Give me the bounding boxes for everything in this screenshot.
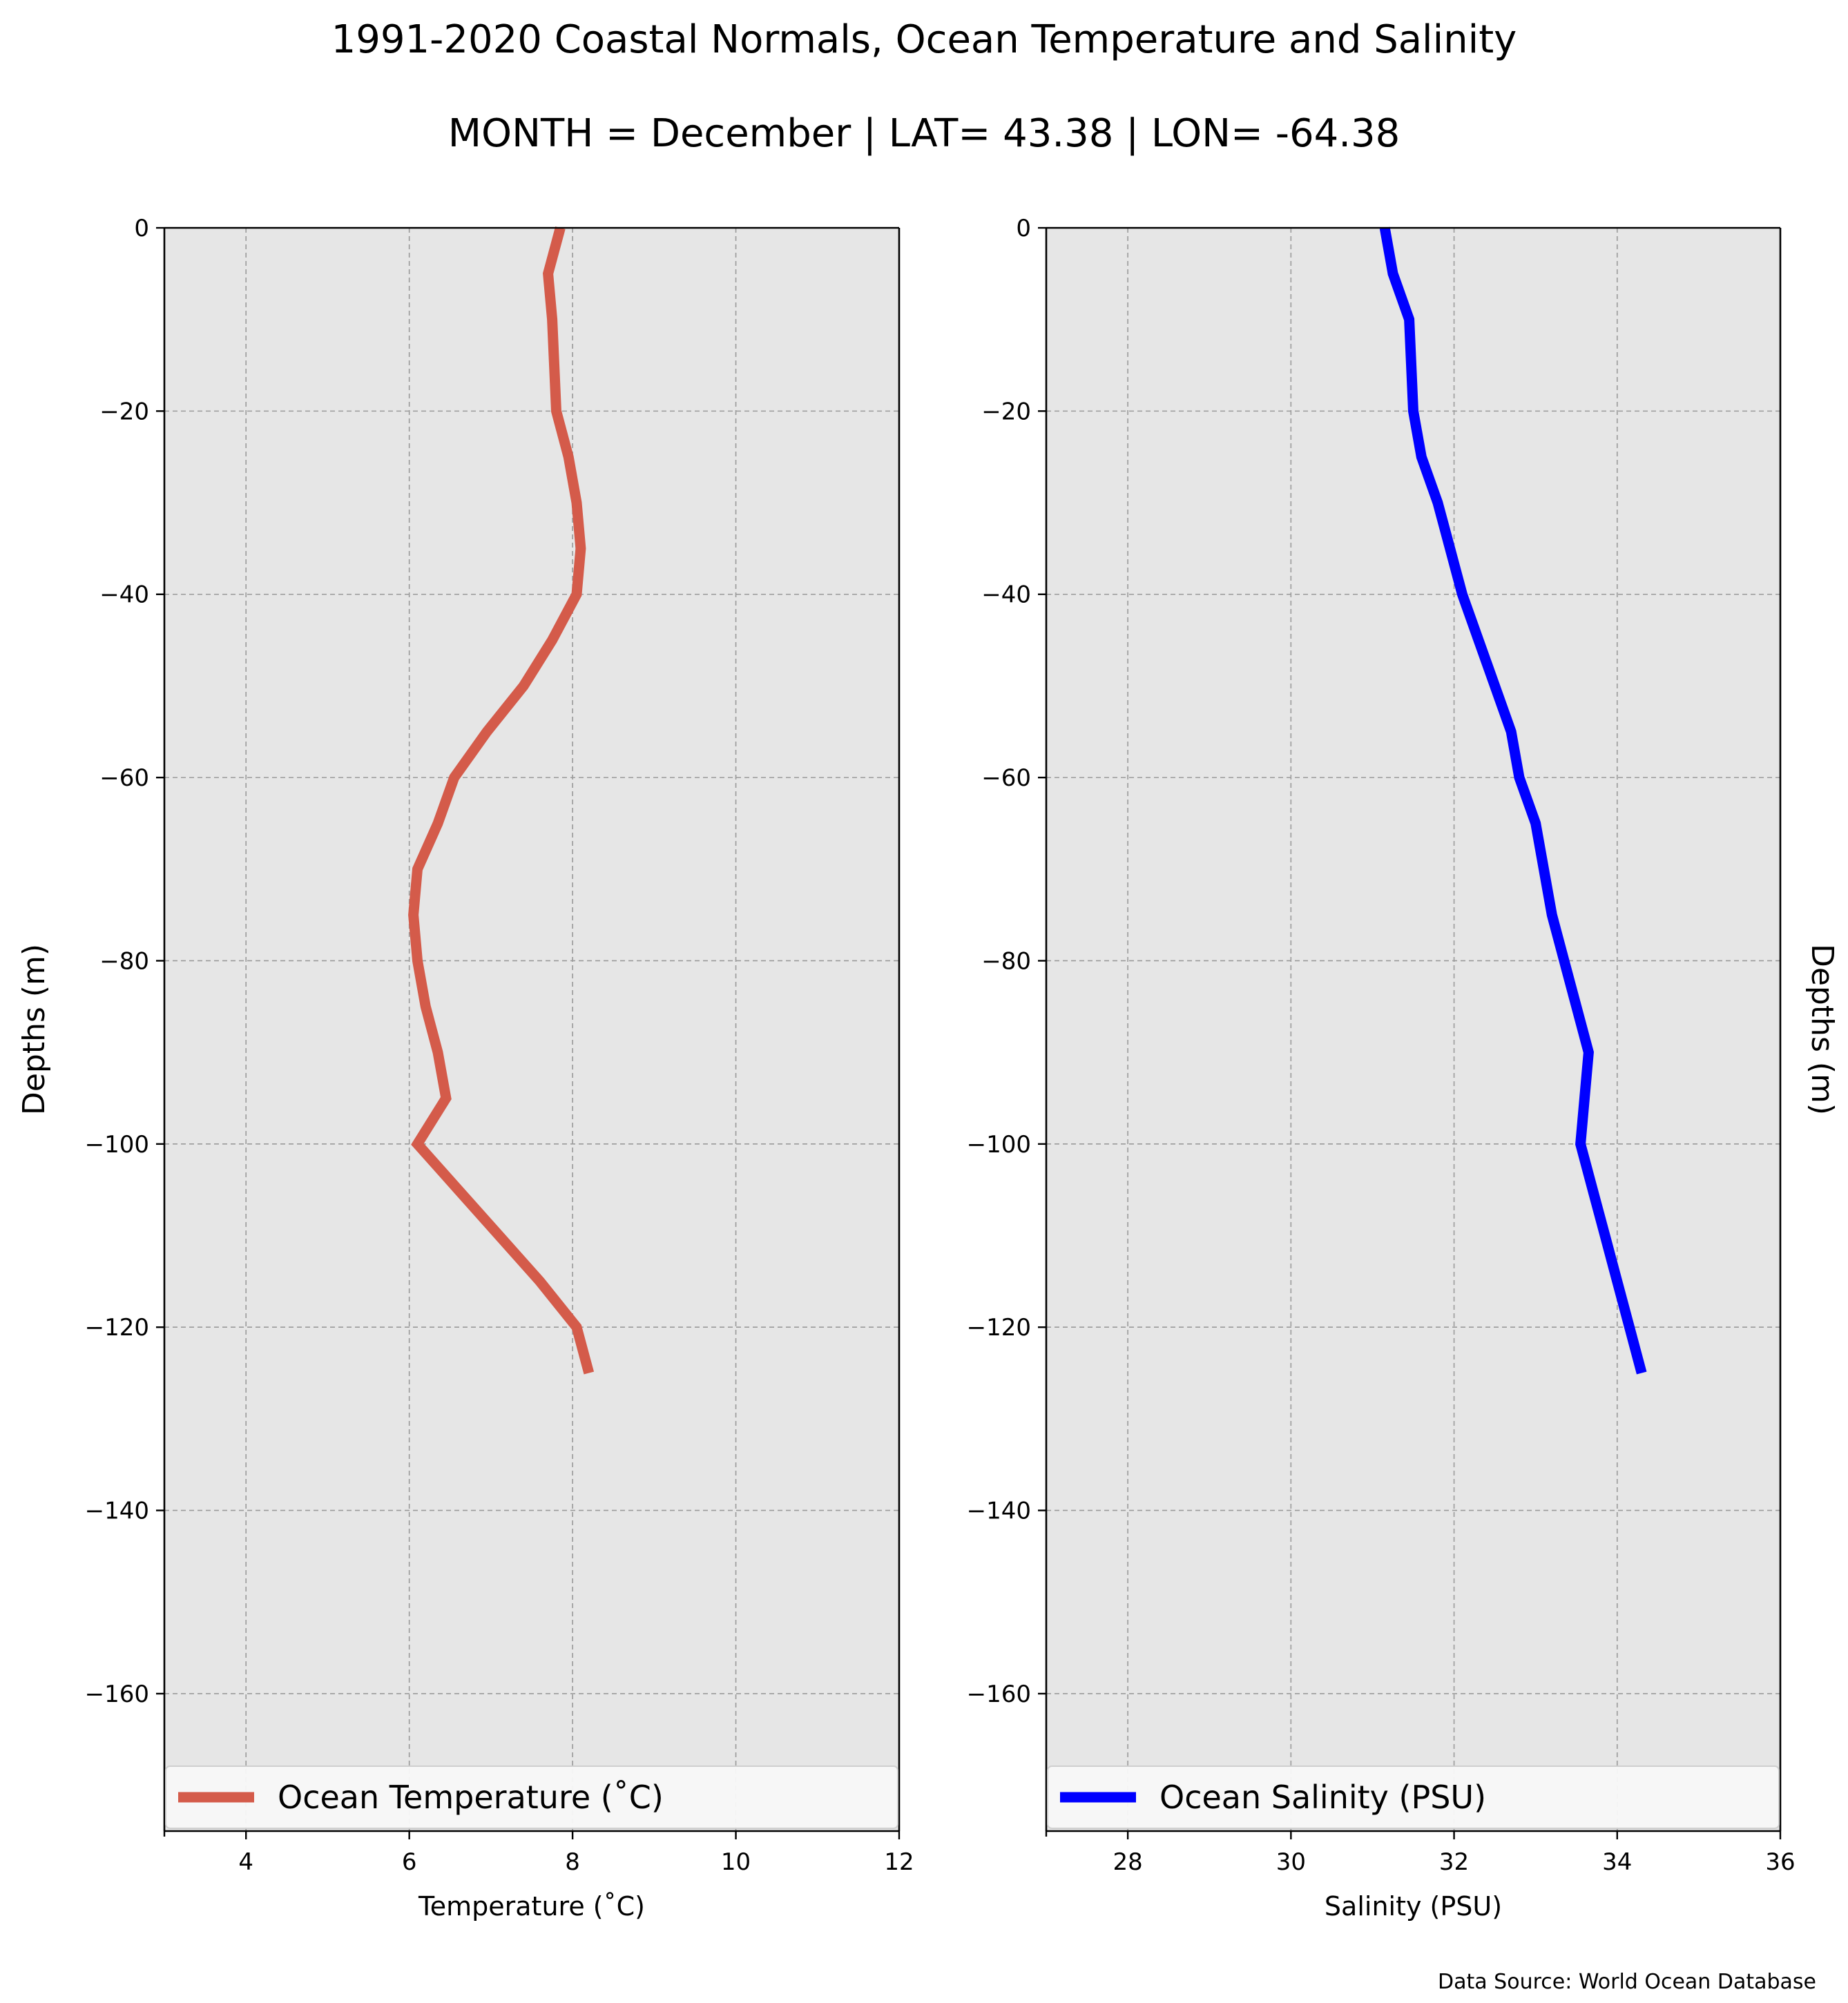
salinity-x-axis-label: Salinity (PSU) bbox=[1325, 1891, 1502, 1922]
temperature-legend-box bbox=[165, 1765, 898, 1829]
temperature-x-axis-label: Temperature (˚C) bbox=[418, 1891, 645, 1922]
salinity-chart-panel: 28 30 32 34 36 0 −20 −40 −60 −80 −100 −120 −140 −160 S… bbox=[967, 215, 1840, 1922]
salinity-legend-label: Ocean Salinity (PSU) bbox=[1159, 1779, 1486, 1816]
salinity-y-tick-label: −40 bbox=[981, 581, 1031, 609]
salinity-legend: Ocean Salinity (PSU) bbox=[1047, 1765, 1780, 1829]
temperature-y-tick-label: −100 bbox=[85, 1131, 149, 1159]
temperature-x-tick-label: 10 bbox=[721, 1848, 751, 1876]
temperature-x-tick-label: 6 bbox=[402, 1848, 417, 1876]
temperature-y-tick-label: −120 bbox=[85, 1314, 149, 1342]
salinity-legend-box bbox=[1047, 1765, 1780, 1829]
figure-title-line-1: 1991-2020 Coastal Normals, Ocean Tempera… bbox=[331, 17, 1517, 62]
salinity-y-tick-label: −60 bbox=[981, 764, 1031, 792]
temperature-y-tick-label: −140 bbox=[85, 1498, 149, 1525]
temperature-y-tick-label: −160 bbox=[85, 1681, 149, 1708]
temperature-legend: Ocean Temperature (˚C) bbox=[165, 1765, 898, 1829]
salinity-plot-area bbox=[1046, 228, 1780, 1831]
temperature-y-tick-label: −60 bbox=[99, 764, 149, 792]
data-source-note: Data Source: World Ocean Database bbox=[1438, 1970, 1816, 1994]
salinity-x-tick-label: 36 bbox=[1765, 1848, 1795, 1876]
temperature-plot-area bbox=[164, 228, 899, 1831]
salinity-y-tick-label: −100 bbox=[967, 1131, 1031, 1159]
salinity-y-tick-label: −120 bbox=[967, 1314, 1031, 1342]
figure-title-line-2: MONTH = December | LAT= 43.38 | LON= -64… bbox=[448, 111, 1401, 156]
temperature-y-axis-label: Depths (m) bbox=[17, 944, 52, 1115]
salinity-x-tick-label: 28 bbox=[1113, 1848, 1142, 1876]
temperature-x-tick-label: 12 bbox=[884, 1848, 914, 1876]
salinity-y-tick-label: −140 bbox=[967, 1498, 1031, 1525]
temperature-x-tick-label: 8 bbox=[565, 1848, 580, 1876]
salinity-series-line bbox=[1379, 226, 1647, 1375]
salinity-y-tick-label: 0 bbox=[1016, 215, 1031, 242]
temperature-y-tick-label: −80 bbox=[99, 947, 149, 975]
salinity-x-tick-label: 32 bbox=[1439, 1848, 1469, 1876]
temperature-legend-label: Ocean Temperature (˚C) bbox=[278, 1779, 664, 1816]
salinity-y-tick-label: −160 bbox=[967, 1681, 1031, 1708]
temperature-y-tick-label: −40 bbox=[99, 581, 149, 609]
salinity-y-tick-label: −20 bbox=[981, 398, 1031, 425]
salinity-y-axis-label: Depths (m) bbox=[1804, 944, 1840, 1115]
salinity-x-tick-label: 30 bbox=[1276, 1848, 1306, 1876]
temperature-chart-panel: 4 6 8 10 12 0 −20 −40 −60 −80 −100 −120 −140 −160 Temp… bbox=[17, 215, 914, 1922]
temperature-y-tick-label: 0 bbox=[134, 215, 149, 242]
salinity-x-tick-label: 34 bbox=[1602, 1848, 1632, 1876]
temperature-y-tick-label: −20 bbox=[99, 398, 149, 425]
temperature-series-line bbox=[408, 226, 595, 1375]
temperature-x-tick-label: 4 bbox=[238, 1848, 253, 1876]
salinity-y-tick-label: −80 bbox=[981, 947, 1031, 975]
